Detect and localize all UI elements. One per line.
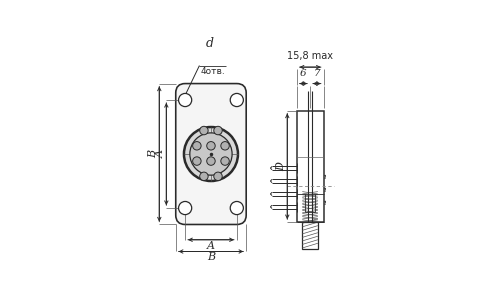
Circle shape	[200, 126, 208, 135]
Circle shape	[230, 93, 243, 106]
Circle shape	[214, 126, 222, 135]
Text: 4отв.: 4отв.	[200, 67, 225, 76]
Circle shape	[230, 202, 243, 215]
Circle shape	[178, 93, 192, 106]
Circle shape	[193, 157, 201, 165]
Text: B: B	[148, 150, 158, 158]
Text: 15,8 max: 15,8 max	[287, 51, 333, 61]
Text: 6: 6	[300, 69, 307, 78]
Circle shape	[193, 142, 201, 150]
Ellipse shape	[184, 127, 238, 181]
Text: A: A	[207, 241, 215, 251]
FancyBboxPatch shape	[176, 84, 246, 224]
Text: d: d	[206, 37, 214, 49]
Circle shape	[221, 157, 229, 165]
Bar	[302, 222, 318, 249]
Circle shape	[221, 142, 229, 150]
Bar	[297, 111, 324, 222]
Circle shape	[178, 202, 192, 215]
Ellipse shape	[190, 133, 232, 175]
Circle shape	[200, 172, 208, 181]
Text: 7: 7	[314, 69, 320, 78]
Circle shape	[214, 172, 222, 181]
Text: D: D	[277, 162, 287, 171]
Circle shape	[207, 142, 215, 150]
Circle shape	[207, 157, 215, 165]
Text: B: B	[207, 252, 215, 262]
Text: A: A	[155, 150, 165, 158]
